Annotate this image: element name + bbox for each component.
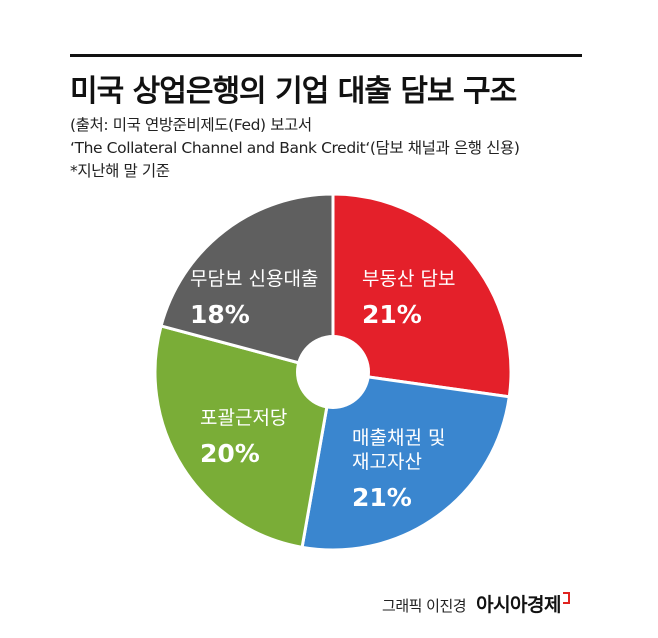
slice-label-1-1: 재고자산 (352, 451, 422, 473)
slice-value-1: 21% (352, 483, 412, 512)
brand-name: 아시아경제 (476, 594, 561, 616)
top-rule (70, 54, 582, 57)
slice-label-2-0: 포괄근저당 (200, 407, 287, 429)
slice-0 (331, 192, 513, 399)
credit: 그래픽 이진경 아시아경제 (382, 590, 570, 617)
slice-3 (159, 192, 335, 374)
source-line-1: (출처: 미국 연방준비제도(Fed) 보고서 (70, 116, 312, 134)
graphic-credit: 그래픽 이진경 (382, 597, 467, 615)
slice-label-0-0: 부동산 담보 (362, 268, 455, 290)
slice-label-1-0: 매출채권 및 (352, 427, 445, 449)
slice-label-3-0: 무담보 신용대출 (190, 268, 318, 290)
chart-title: 미국 상업은행의 기업 대출 담보 구조 (70, 74, 517, 109)
slice-value-2: 20% (200, 439, 260, 468)
brand-mark-icon (563, 592, 570, 604)
slice-value-0: 21% (362, 300, 422, 329)
slice-value-3: 18% (190, 300, 250, 329)
source-line-2: ‘The Collateral Channel and Bank Credit‘… (70, 139, 520, 157)
donut-hole (296, 335, 370, 409)
slice-1 (300, 370, 511, 552)
brand-logo: 아시아경제 (476, 590, 570, 617)
footnote: *지난해 말 기준 (70, 162, 170, 180)
slice-2 (153, 324, 335, 550)
